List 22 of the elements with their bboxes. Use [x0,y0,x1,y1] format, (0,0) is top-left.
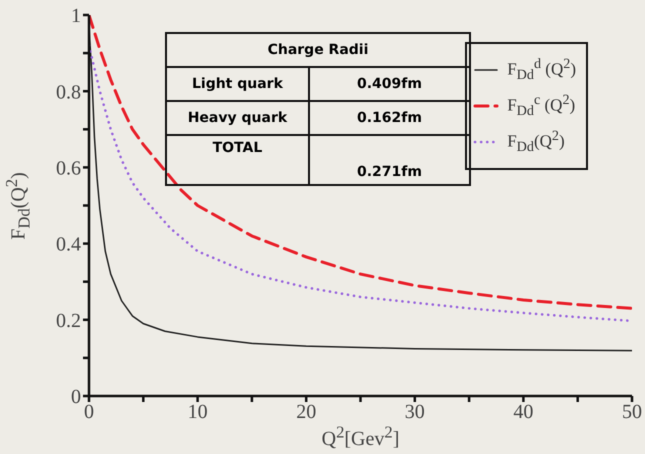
annotation: TOTAL [212,140,262,156]
y-tick-label: 0.4 [56,234,81,256]
annotation: Charge Radii [268,42,368,58]
x-tick-label: 50 [622,401,642,424]
y-tick-label: 0.2 [56,310,81,332]
annotation: Heavy quark [188,110,288,126]
annotation: 0.162fm [356,110,422,126]
annotation: Light quark [192,76,283,92]
y-tick-label: 0 [71,386,81,408]
x-tick-label: 10 [188,401,208,424]
y-tick-label: 1 [71,5,81,28]
x-axis-title: Q$^{2}$[Gev$^{2}$] [322,422,400,450]
x-tick-label: 20 [296,401,316,424]
x-tick-label: 30 [404,401,425,424]
annotation: 0.409fm [356,76,422,92]
legend-label: F$_{Dd}$$^{c}$ (Q$^{2}$) [507,92,576,120]
annotation: 0.271fm [356,164,422,180]
y-tick-label: 0.8 [56,81,81,104]
x-tick-label: 40 [513,401,534,424]
legend-label: F$_{Dd}$(Q$^{2}$) [507,128,565,156]
y-tick-label: 0.6 [56,158,81,180]
legend-label: F$_{Dd}$$^{d}$ (Q$^{2}$) [507,56,576,84]
